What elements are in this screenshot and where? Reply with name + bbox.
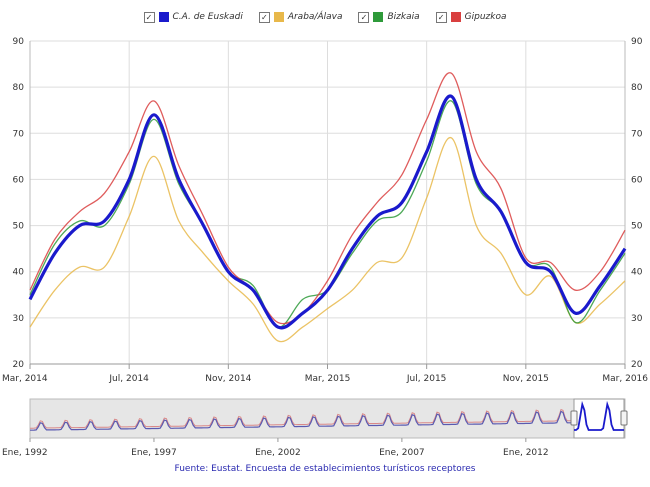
legend-item[interactable]: ✓ C.A. de Euskadi: [143, 7, 243, 27]
navigator-line: [30, 409, 625, 431]
y-tick-label-left: 20: [13, 360, 25, 370]
navigator-tick-label: Ene, 2012: [503, 448, 549, 458]
legend-checkbox[interactable]: ✓: [143, 11, 155, 23]
legend-item[interactable]: ✓ Bizkaia: [358, 7, 420, 27]
navigator-tick-label: Ene, 1997: [131, 448, 177, 458]
x-tick-label: Jul, 2014: [108, 374, 149, 384]
x-tick-label: Nov, 2015: [503, 374, 549, 384]
y-tick-label-right: 80: [631, 83, 643, 93]
y-tick-label-left: 90: [13, 37, 25, 47]
legend-swatch: [158, 12, 169, 22]
legend-item[interactable]: ✓ Araba/Álava: [258, 7, 343, 27]
y-tick-label-left: 80: [13, 83, 25, 93]
legend-label: Gipuzkoa: [464, 12, 507, 22]
navigator-handle-left[interactable]: [570, 410, 578, 426]
x-tick-label: Nov, 2014: [205, 374, 251, 384]
series-line-1: [29, 137, 626, 343]
legend-swatch: [373, 12, 384, 22]
legend-item[interactable]: ✓ Gipuzkoa: [435, 7, 507, 27]
y-tick-label-left: 40: [13, 268, 25, 278]
legend-checkbox[interactable]: ✓: [258, 11, 270, 23]
series-line-3: [29, 72, 626, 325]
x-tick-label: Mar, 2014: [2, 374, 48, 384]
navigator-tick-label: Ene, 2002: [255, 448, 301, 458]
y-tick-label-right: 40: [631, 268, 643, 278]
chart-legend: ✓ C.A. de Euskadi ✓ Araba/Álava ✓ Bizkaia ✓ Gip…: [0, 7, 650, 27]
y-tick-label-right: 60: [631, 175, 643, 185]
navigator-background: [29, 398, 626, 439]
navigator-handle-right[interactable]: [620, 410, 628, 426]
legend-checkbox[interactable]: ✓: [435, 11, 447, 23]
y-tick-label-right: 90: [631, 37, 643, 47]
legend-swatch: [273, 12, 284, 22]
navigator-line-secondary: [30, 407, 625, 429]
y-tick-label-right: 50: [631, 222, 643, 232]
y-tick-label-right: 70: [631, 129, 643, 139]
x-tick-label: Mar, 2016: [602, 374, 648, 384]
y-tick-label-left: 50: [13, 222, 25, 232]
y-tick-label-right: 20: [631, 360, 643, 370]
legend-label: C.A. de Euskadi: [172, 12, 243, 22]
y-tick-label-right: 30: [631, 314, 643, 324]
legend-label: Bizkaia: [387, 12, 420, 22]
series-line-0: [28, 94, 627, 330]
y-tick-label-left: 60: [13, 175, 25, 185]
x-tick-label: Jul, 2015: [406, 374, 447, 384]
legend-label: Araba/Álava: [287, 12, 343, 22]
legend-swatch: [450, 12, 461, 22]
source-note: Fuente: Eustat. Encuesta de establecimie…: [174, 464, 476, 474]
navigator-tick-label: Ene, 1992: [2, 448, 48, 458]
y-tick-label-left: 30: [13, 314, 25, 324]
navigator-selection-line: [574, 400, 624, 431]
x-tick-label: Mar, 2015: [305, 374, 351, 384]
legend-checkbox[interactable]: ✓: [358, 11, 370, 23]
y-tick-label-left: 70: [13, 129, 25, 139]
navigator-tick-label: Ene, 2007: [379, 448, 425, 458]
